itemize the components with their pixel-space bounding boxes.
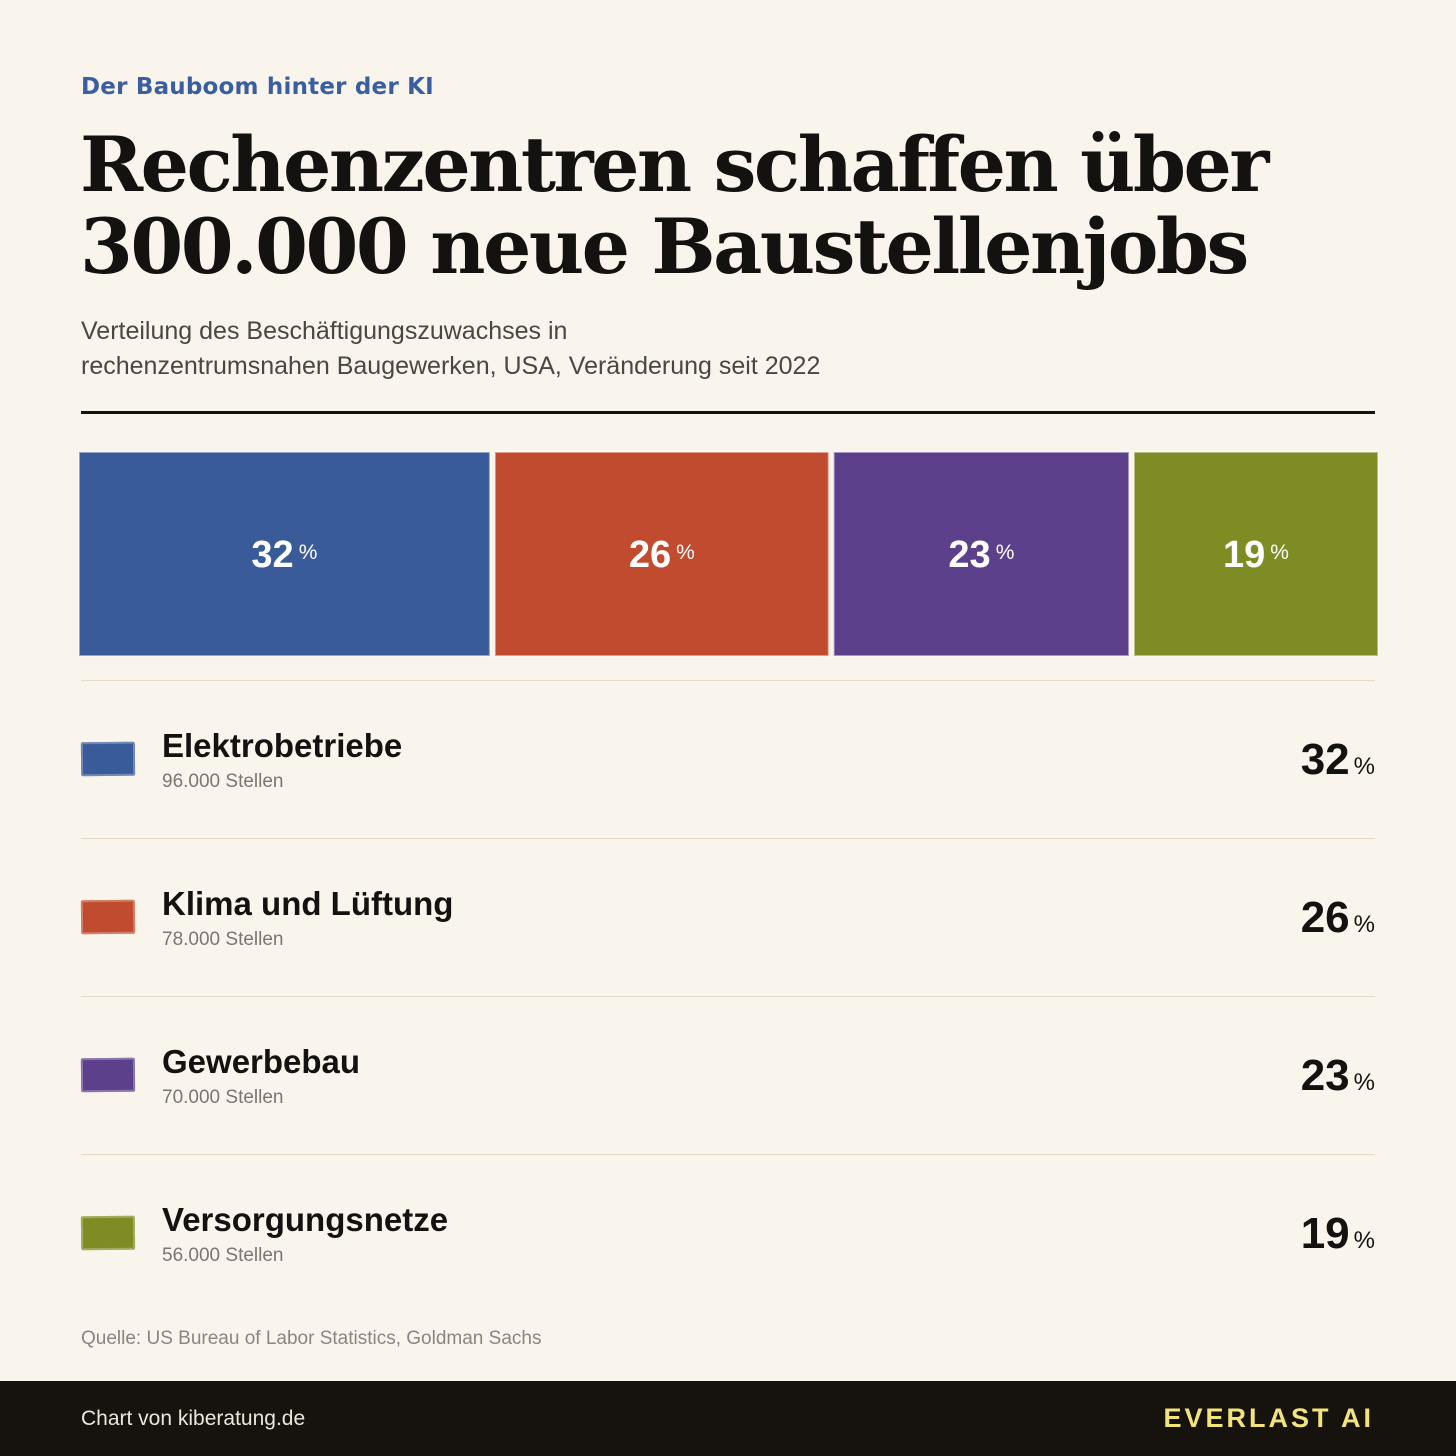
legend-jobs-count: 56.000 Stellen [162, 1245, 284, 1266]
subtitle-line-1: Verteilung des Beschäftigungszuwachses i… [81, 317, 568, 345]
source-note: Quelle: US Bureau of Labor Statistics, G… [81, 1328, 542, 1349]
legend-category-name: Elektrobetriebe [162, 727, 403, 764]
legend-category-name: Versorgungsnetze [162, 1201, 449, 1238]
legend-row: Elektrobetriebe 96.000 Stellen 32% [80, 680, 1375, 838]
legend-percent-value: 32% [1300, 735, 1375, 784]
bar-label-1: 32% [251, 534, 317, 576]
percent-sign: % [1353, 753, 1375, 780]
kicker: Der Bauboom hinter der KI [81, 74, 434, 100]
bar-label-3: 23% [948, 534, 1014, 576]
stacked-bar-chart: 32% 26% 23% 19% [78, 451, 1379, 657]
percent-sign: % [1353, 911, 1375, 938]
legend-swatch [80, 1057, 136, 1093]
legend-swatch [80, 899, 136, 935]
bar-segment-3 [832, 451, 1130, 657]
bar-segment-2 [493, 451, 830, 657]
legend-category-name: Klima und Lüftung [162, 885, 454, 922]
headline-line-2: 300.000 neue Baustellenjobs [80, 202, 1249, 291]
legend-swatch [80, 1215, 136, 1251]
page-title: Rechenzentren schaffen über 300.000 neue… [80, 124, 1380, 288]
legend-jobs-count: 78.000 Stellen [162, 929, 284, 950]
header-divider [81, 411, 1375, 414]
legend-percent-value: 19% [1300, 1209, 1375, 1258]
bar-segment-4 [1133, 451, 1379, 657]
headline-line-1: Rechenzentren schaffen über [80, 120, 1269, 209]
legend-jobs-count: 70.000 Stellen [162, 1087, 284, 1108]
chart-subtitle: Verteilung des Beschäftigungszuwachses i… [81, 314, 981, 384]
legend: Elektrobetriebe 96.000 Stellen 32% Klima un… [80, 680, 1375, 1312]
legend-row: Gewerbebau 70.000 Stellen 23% [80, 996, 1375, 1154]
percent-sign: % [1353, 1227, 1375, 1254]
brand-logo: EVERLAST AI [1163, 1403, 1374, 1433]
legend-jobs-count: 96.000 Stellen [162, 771, 284, 792]
legend-swatch [80, 741, 136, 777]
legend-row: Versorgungsnetze 56.000 Stellen 19% [80, 1154, 1375, 1312]
footer: Chart von kiberatung.de EVERLAST AI [0, 1381, 1456, 1456]
bar-segment-1 [78, 451, 491, 657]
legend-percent-value: 23% [1300, 1051, 1375, 1100]
percent-sign: % [1353, 1069, 1375, 1096]
subtitle-line-2: rechenzentrumsnahen Baugewerken, USA, Ve… [81, 352, 821, 380]
footer-credit: Chart von kiberatung.de [81, 1407, 306, 1430]
legend-category-name: Gewerbebau [162, 1043, 361, 1080]
legend-row: Klima und Lüftung 78.000 Stellen 26% [80, 838, 1375, 996]
legend-percent-value: 26% [1300, 893, 1375, 942]
